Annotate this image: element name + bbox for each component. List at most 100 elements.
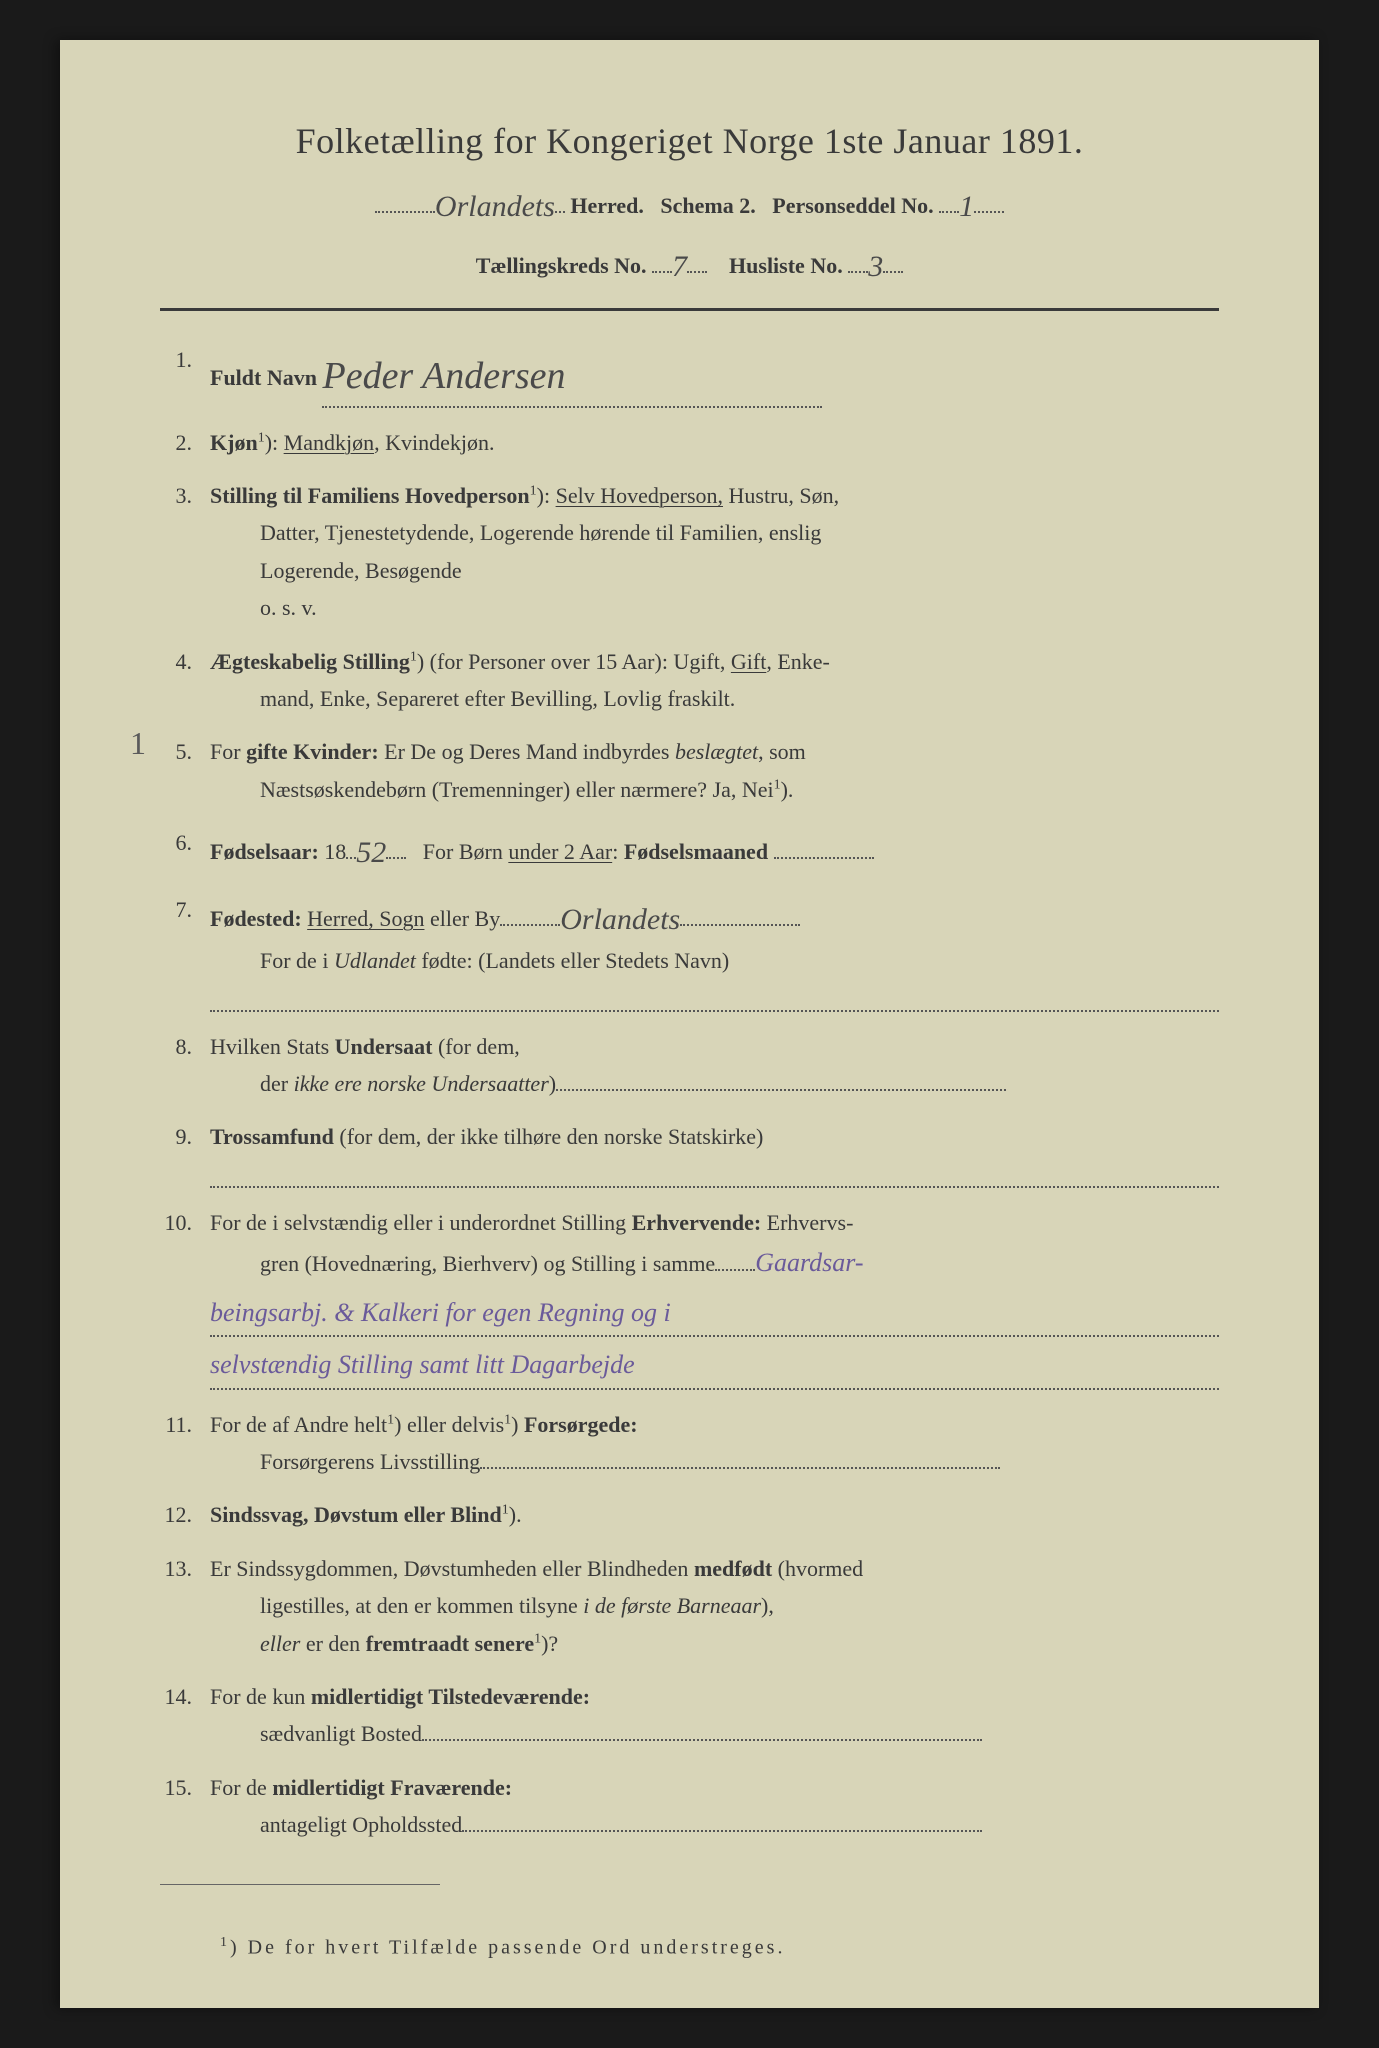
item-text: For de kun xyxy=(210,1684,311,1709)
item-line: Datter, Tjenestetydende, Logerende høren… xyxy=(210,514,1219,551)
item-1: 1. Fuldt Navn Peder Andersen xyxy=(160,341,1219,408)
item-num: 8. xyxy=(160,1028,210,1103)
item-text: Forsørgerens Livsstilling xyxy=(260,1449,480,1474)
item-num: 10. xyxy=(160,1204,210,1390)
item-num: 4. xyxy=(160,643,210,718)
item-text: For de xyxy=(210,1775,272,1800)
item-label: Fødested: xyxy=(210,906,302,931)
item-text: Er De og Deres Mand indbyrdes xyxy=(379,739,675,764)
item-text: ) eller delvis xyxy=(394,1412,504,1437)
item-label: midlertidigt Tilstedeværende: xyxy=(311,1684,590,1709)
item-text: For de af Andre helt xyxy=(210,1412,387,1437)
husliste-label: Husliste No. xyxy=(729,253,843,278)
item-num: 3. xyxy=(160,477,210,627)
item-3: 3. Stilling til Familiens Hovedperson1):… xyxy=(160,477,1219,627)
personseddel-label: Personseddel No. xyxy=(772,193,933,218)
item-text: , som xyxy=(758,739,806,764)
form-title: Folketælling for Kongeriget Norge 1ste J… xyxy=(160,120,1219,162)
position-selected: Selv Hovedperson, xyxy=(556,483,723,508)
item-6: 6. Fødselsaar: 1852 For Børn under 2 Aar… xyxy=(160,824,1219,875)
item-label: gifte Kvinder: xyxy=(246,739,379,764)
item-text: For de i xyxy=(260,948,334,973)
item-num: 11. xyxy=(160,1406,210,1481)
occupation-value-1: Gaardsar- xyxy=(755,1248,863,1277)
birth-year: 52 xyxy=(356,836,386,869)
item-line: Næstsøskendebørn (Tremenninger) eller næ… xyxy=(260,777,774,802)
item-text: der xyxy=(260,1071,294,1096)
header-divider xyxy=(160,308,1219,311)
item-italic: i de første Barneaar xyxy=(583,1593,761,1618)
item-text: )? xyxy=(541,1631,558,1656)
item-label2: fremtraadt senere xyxy=(366,1631,534,1656)
census-form-page: Folketælling for Kongeriget Norge 1ste J… xyxy=(60,40,1319,2008)
subheader-line-1: Orlandets Herred. Schema 2. Personseddel… xyxy=(160,180,1219,228)
item-num: 5. xyxy=(160,733,210,808)
footnote-divider xyxy=(160,1884,440,1885)
year-prefix: 18 xyxy=(324,839,346,864)
item-7: 7. Fødested: Herred, Sogn eller ByOrland… xyxy=(160,891,1219,1011)
item-num: 1. xyxy=(160,341,210,408)
personseddel-no: 1 xyxy=(959,190,974,223)
tallingskreds-no: 7 xyxy=(672,250,687,283)
item-num: 15. xyxy=(160,1769,210,1844)
item-text: ), xyxy=(761,1593,774,1618)
subheader-line-2: Tællingskreds No. 7 Husliste No. 3 xyxy=(160,240,1219,288)
item-text: ) xyxy=(549,1071,556,1096)
item-num: 14. xyxy=(160,1678,210,1753)
schema-label: Schema 2. xyxy=(660,193,755,218)
herred-label: Herred. xyxy=(570,193,644,218)
item-text: (for dem, xyxy=(432,1034,519,1059)
occupation-value-2: beingsarbj. & Kalkeri for egen Regning o… xyxy=(210,1298,671,1327)
marital-selected: Gift xyxy=(731,649,766,674)
item-10: 10. For de i selvstændig eller i underor… xyxy=(160,1204,1219,1390)
item-text: ligestilles, at den er kommen tilsyne xyxy=(260,1593,583,1618)
item-text: (hvormed xyxy=(772,1556,863,1581)
item-label: Fuldt Navn xyxy=(210,365,317,390)
item-num: 12. xyxy=(160,1496,210,1533)
item-label: Kjøn xyxy=(210,430,258,455)
item-text: ) xyxy=(511,1412,524,1437)
footnote-ref: 1 xyxy=(220,1935,230,1950)
item-text: For de i selvstændig eller i underordnet… xyxy=(210,1210,632,1235)
birthplace-value: Orlandets xyxy=(560,903,680,936)
form-header: Folketælling for Kongeriget Norge 1ste J… xyxy=(160,120,1219,288)
item-14: 14. For de kun midlertidigt Tilstedevære… xyxy=(160,1678,1219,1753)
item-num: 13. xyxy=(160,1550,210,1662)
item-num: 6. xyxy=(160,824,210,875)
item-italic: ikke ere norske Undersaatter xyxy=(294,1071,549,1096)
item-prefix: For xyxy=(210,739,246,764)
item-2: 2. Kjøn1): Mandkjøn, Kvindekjøn. xyxy=(160,424,1219,461)
husliste-no: 3 xyxy=(868,250,883,283)
item-label: Ægteskabelig Stilling xyxy=(210,649,410,674)
item-5: 5. For gifte Kvinder: Er De og Deres Man… xyxy=(160,733,1219,808)
birthplace-type: Herred, Sogn xyxy=(307,906,424,931)
item-text: Hvilken Stats xyxy=(210,1034,335,1059)
item-label: Forsørgede: xyxy=(524,1412,638,1437)
item-num: 2. xyxy=(160,424,210,461)
item-line: Logerende, Besøgende xyxy=(210,552,1219,589)
item-text: sædvanligt Bosted xyxy=(260,1721,422,1746)
gender-selected: Mandkjøn xyxy=(284,430,374,455)
item-8: 8. Hvilken Stats Undersaat (for dem, der… xyxy=(160,1028,1219,1103)
item-label: Undersaat xyxy=(335,1034,433,1059)
item-text: gren (Hovednæring, Bierhverv) og Stillin… xyxy=(260,1251,715,1276)
margin-note: 1 xyxy=(130,725,146,762)
item-label: medfødt xyxy=(694,1556,772,1581)
item-label: Erhvervende: xyxy=(632,1210,762,1235)
item-11: 11. For de af Andre helt1) eller delvis1… xyxy=(160,1406,1219,1481)
item-12: 12. Sindssvag, Døvstum eller Blind1). xyxy=(160,1496,1219,1533)
item-num: 9. xyxy=(160,1118,210,1187)
item-text: fødte: (Landets eller Stedets Navn) xyxy=(416,948,729,973)
item-text: Er Sindssygdommen, Døvstumheden eller Bl… xyxy=(210,1556,694,1581)
herred-value: Orlandets xyxy=(435,190,555,223)
item-line: o. s. v. xyxy=(210,589,1219,626)
item-label: Fødselsaar: xyxy=(210,839,319,864)
item-text: antageligt Opholdssted xyxy=(260,1812,462,1837)
item-label: Trossamfund xyxy=(210,1124,334,1149)
item-text: er den xyxy=(300,1631,365,1656)
item-label: Sindssvag, Døvstum eller Blind xyxy=(210,1502,502,1527)
footnote: 1) De for hvert Tilfælde passende Ord un… xyxy=(160,1935,1219,1960)
occupation-value-3: selvstændig Stilling samt litt Dagarbejd… xyxy=(210,1350,635,1379)
tallingskreds-label: Tællingskreds No. xyxy=(476,253,647,278)
item-text: (for dem, der ikke tilhøre den norske St… xyxy=(334,1124,763,1149)
